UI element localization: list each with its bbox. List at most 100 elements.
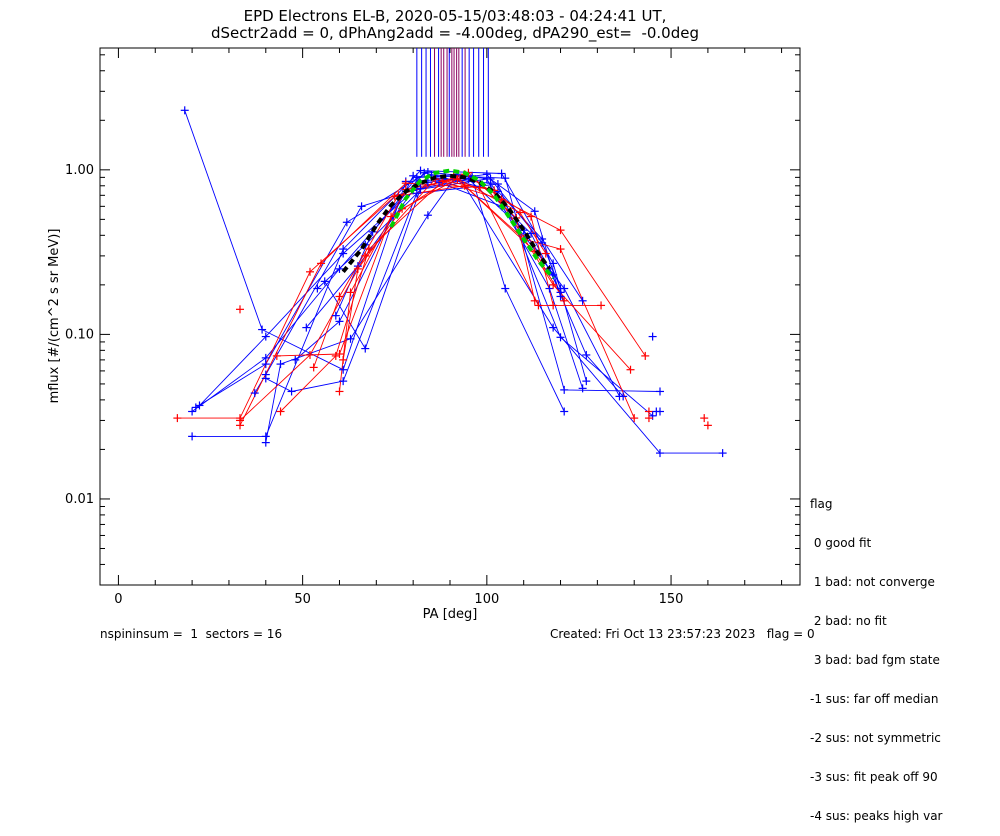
- data-point: [516, 208, 524, 217]
- data-point: [486, 179, 495, 188]
- data-point: [188, 432, 197, 441]
- data-point: [261, 353, 270, 362]
- data-point: [409, 171, 418, 180]
- data-point: [460, 181, 469, 190]
- data-point: [306, 267, 314, 276]
- data-point: [423, 211, 432, 220]
- series-line: [276, 176, 547, 357]
- footer-right: Created: Fri Oct 13 23:57:23 2023 flag =…: [550, 627, 815, 641]
- data-point: [195, 401, 204, 410]
- data-point: [236, 305, 244, 314]
- data-point: [556, 288, 565, 297]
- data-point: [335, 387, 344, 396]
- data-point: [346, 334, 355, 343]
- data-point: [320, 277, 329, 286]
- data-point: [361, 344, 370, 353]
- data-point: [276, 407, 285, 416]
- data-point: [361, 251, 370, 260]
- series-line: [199, 174, 661, 406]
- data-point: [261, 438, 270, 447]
- data-point: [530, 207, 539, 216]
- data-point: [339, 377, 348, 386]
- legend-entry: 0 good fit: [810, 536, 872, 550]
- data-point: [578, 384, 587, 393]
- data-point: [306, 350, 314, 359]
- data-point: [549, 323, 558, 332]
- series-line: [339, 178, 635, 419]
- data-point: [331, 311, 340, 320]
- x-tick-label: 100: [474, 592, 499, 607]
- data-point: [527, 229, 536, 238]
- legend-entry: -3 sus: fit peak off 90: [810, 770, 938, 784]
- data-point: [416, 184, 425, 193]
- data-point: [641, 351, 650, 360]
- data-point: [549, 259, 558, 268]
- data-point: [534, 301, 543, 310]
- data-point: [180, 106, 189, 115]
- data-point: [497, 169, 506, 178]
- data-point: [188, 407, 197, 416]
- data-point: [453, 174, 462, 183]
- x-tick-label: 0: [114, 592, 122, 607]
- data-point: [493, 180, 502, 189]
- data-point: [556, 226, 565, 235]
- data-point: [331, 351, 340, 360]
- x-axis-label: PA [deg]: [423, 607, 478, 622]
- data-point: [335, 264, 344, 273]
- footer-left: nspininsum = 1 sectors = 16: [100, 627, 283, 641]
- data-point: [291, 355, 300, 364]
- data-point: [317, 259, 326, 268]
- legend-entry: 2 bad: no fit: [810, 614, 887, 628]
- data-point: [501, 174, 510, 183]
- series-line: [191, 172, 583, 412]
- data-point: [549, 280, 558, 289]
- data-point: [339, 249, 348, 258]
- data-point: [258, 325, 267, 334]
- legend-entry: 1 bad: not converge: [810, 575, 935, 589]
- data-point: [703, 421, 712, 430]
- data-point: [335, 317, 344, 326]
- y-tick-label: 0.01: [65, 492, 94, 507]
- data-point: [309, 363, 318, 372]
- data-point: [582, 377, 591, 386]
- data-point: [501, 284, 510, 293]
- data-point: [364, 245, 373, 254]
- data-point: [482, 170, 491, 179]
- data-point: [434, 178, 443, 187]
- data-point: [656, 387, 664, 396]
- y-tick-label: 0.10: [65, 327, 94, 342]
- legend-title: flag: [810, 497, 833, 511]
- x-tick-label: 50: [294, 592, 311, 607]
- legend-entry: -4 sus: peaks high var: [810, 809, 943, 823]
- series-line: [265, 183, 653, 417]
- data-point: [475, 183, 484, 192]
- x-tick-label: 150: [659, 592, 684, 607]
- data-point: [335, 292, 344, 301]
- data-point: [630, 414, 639, 423]
- data-point: [236, 416, 244, 425]
- data-point: [656, 407, 664, 416]
- data-point: [342, 218, 351, 227]
- plot-area: 0 50 100 150 0.01 0.10 1.00 PA [deg] mflux [#/…: [47, 47, 801, 622]
- data-point: [560, 385, 569, 394]
- data-point: [718, 449, 727, 458]
- data-point: [276, 360, 285, 369]
- data-point: [582, 350, 591, 359]
- data-point: [412, 173, 421, 182]
- data-point: [346, 288, 355, 297]
- legend-entry: -2 sus: not symmetric: [810, 731, 941, 745]
- data-point: [173, 414, 182, 423]
- data-point: [656, 449, 664, 458]
- data-point: [272, 351, 281, 360]
- legend-entry: -1 sus: far off median: [810, 692, 939, 706]
- data-point: [250, 389, 259, 398]
- fit-curve: [341, 173, 552, 274]
- data-point: [339, 355, 348, 364]
- data-point: [353, 264, 362, 273]
- y-tick-label: 1.00: [65, 163, 94, 178]
- series-line: [239, 178, 631, 421]
- data-point: [648, 332, 657, 341]
- data-point: [644, 407, 653, 416]
- data-point: [556, 333, 565, 342]
- fit-curve: [389, 168, 555, 280]
